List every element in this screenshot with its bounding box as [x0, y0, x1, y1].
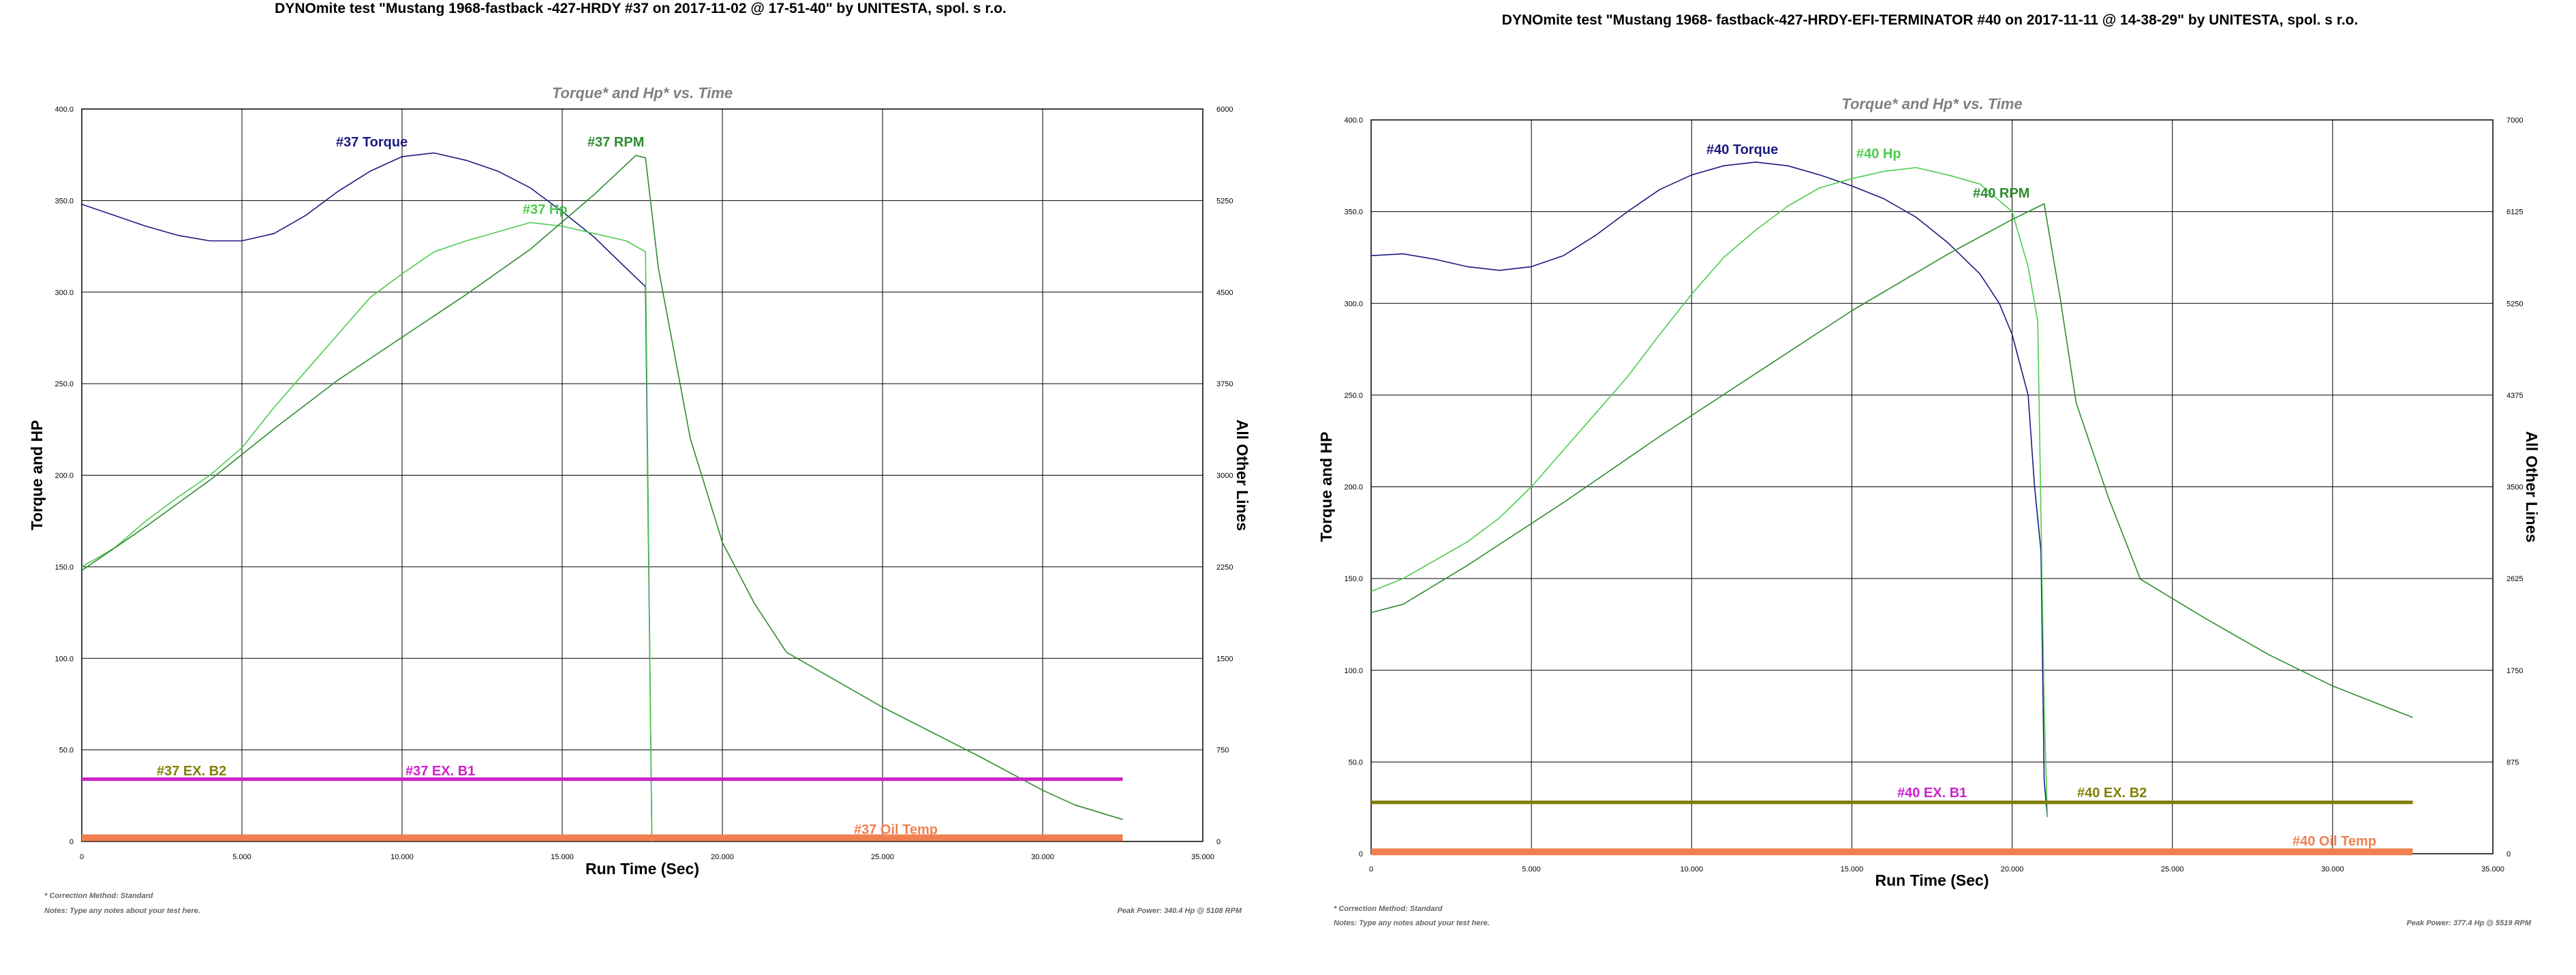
series-line-37-hp [81, 221, 653, 842]
y2-tick-label: 6125 [2506, 208, 2523, 217]
y-tick-label: 200.0 [1344, 484, 1363, 492]
series-label: #37 EX. B1 [405, 764, 475, 779]
series-line-40-torque [1370, 161, 2049, 818]
x-tick-label: 5.000 [1522, 865, 1541, 873]
y-tick-label: 250.0 [1344, 392, 1363, 400]
y-tick-label: 250.0 [55, 380, 74, 388]
y2-tick-label: 0 [1216, 838, 1221, 846]
x-tick-label: 25.000 [2161, 865, 2184, 873]
y-tick-label: 0 [1359, 850, 1363, 858]
series-label: #40 EX. B1 [1897, 786, 1967, 801]
y2-tick-label: 4375 [2506, 392, 2523, 400]
x-tick-label: 30.000 [1031, 853, 1054, 861]
series-line-37-rpm [81, 155, 1123, 820]
y-tick-label: 100.0 [55, 655, 74, 663]
y-axis-label: Torque and HP [1317, 432, 1335, 542]
chart-note: * Correction Method: Standard [44, 892, 153, 900]
series-label: #40 RPM [1973, 186, 2029, 201]
y-tick-label: 50.0 [59, 747, 74, 755]
chart-title: DYNOmite test "Mustang 1968- fastback-42… [1502, 12, 2358, 28]
x-tick-label: 15.000 [1841, 865, 1864, 873]
peak-power-note: Peak Power: 340.4 Hp @ 5108 RPM [1117, 907, 1242, 915]
y-tick-label: 50.0 [1349, 758, 1363, 767]
chart-note: * Correction Method: Standard [1334, 905, 1443, 913]
series-label: #40 EX. B2 [2077, 786, 2147, 801]
series-label: #37 RPM [587, 135, 644, 150]
y2-axis-label: All Other Lines [2523, 431, 2541, 543]
series-line-40-rpm [1370, 203, 2413, 718]
x-tick-label: 0 [1369, 865, 1373, 873]
y2-tick-label: 5250 [2506, 300, 2523, 308]
y-tick-label: 0 [70, 838, 74, 846]
series-label: #40 Hp [1856, 146, 1901, 161]
y2-tick-label: 5250 [1216, 197, 1233, 205]
series-label: #37 Oil Temp [854, 822, 938, 837]
x-tick-label: 20.000 [711, 853, 734, 861]
y-tick-label: 300.0 [55, 289, 74, 297]
x-tick-label: 25.000 [871, 853, 894, 861]
y2-tick-label: 3000 [1216, 472, 1233, 480]
y2-tick-label: 750 [1216, 747, 1229, 755]
chart-subtitle: Torque* and Hp* vs. Time [1841, 95, 2022, 112]
x-tick-label: 10.000 [1680, 865, 1703, 873]
chart-note: Notes: Type any notes about your test he… [44, 907, 200, 915]
series-label: #37 Hp [523, 202, 568, 217]
series-label: #40 Oil Temp [2293, 834, 2376, 849]
y-tick-label: 300.0 [1344, 300, 1363, 308]
peak-power-note: Peak Power: 377.4 Hp @ 5519 RPM [2406, 919, 2531, 927]
y-tick-label: 100.0 [1344, 667, 1363, 675]
y2-tick-label: 0 [2506, 850, 2511, 858]
x-tick-label: 15.000 [551, 853, 574, 861]
y2-axis-label: All Other Lines [1233, 420, 1251, 531]
y-tick-label: 400.0 [1344, 117, 1363, 125]
series-label: #37 EX. B2 [157, 764, 226, 779]
series-lines [1370, 161, 2413, 856]
y2-tick-label: 7000 [2506, 117, 2523, 125]
y-axis-label: Torque and HP [28, 420, 46, 531]
series-line-40-hp [1370, 167, 2049, 818]
y-tick-label: 350.0 [55, 197, 74, 205]
chart-1: DYNOmite test "Mustang 1968-fastback -42… [28, 1, 1251, 915]
x-axis-label: Run Time (Sec) [585, 860, 699, 878]
plot-frame [81, 108, 1203, 842]
chart-subtitle: Torque* and Hp* vs. Time [552, 84, 733, 102]
chart-note: Notes: Type any notes about your test he… [1334, 919, 1490, 927]
y2-tick-label: 4500 [1216, 289, 1233, 297]
y-tick-label: 400.0 [55, 106, 74, 114]
series-label: #37 Torque [336, 135, 408, 150]
y2-tick-label: 3750 [1216, 380, 1233, 388]
y2-tick-label: 2250 [1216, 563, 1233, 572]
y-tick-label: 350.0 [1344, 208, 1363, 217]
x-tick-label: 5.000 [232, 853, 251, 861]
y-tick-label: 200.0 [55, 472, 74, 480]
y-tick-label: 150.0 [55, 563, 74, 572]
y2-tick-label: 6000 [1216, 106, 1233, 114]
y2-tick-label: 2625 [2506, 575, 2523, 583]
y2-tick-label: 3500 [2506, 484, 2523, 492]
x-tick-label: 10.000 [390, 853, 414, 861]
y2-tick-label: 875 [2506, 758, 2519, 767]
x-axis-label: Run Time (Sec) [1875, 871, 1989, 889]
x-tick-label: 30.000 [2321, 865, 2344, 873]
chart-title: DYNOmite test "Mustang 1968-fastback -42… [275, 1, 1007, 16]
plot-grid [81, 108, 1203, 842]
chart-2: DYNOmite test "Mustang 1968- fastback-42… [1317, 12, 2541, 927]
x-tick-label: 35.000 [1191, 853, 1214, 861]
y-tick-label: 150.0 [1344, 575, 1363, 583]
series-lines [81, 152, 1123, 842]
y2-tick-label: 1500 [1216, 655, 1233, 663]
y2-tick-label: 1750 [2506, 667, 2523, 675]
x-tick-label: 35.000 [2481, 865, 2504, 873]
x-tick-label: 20.000 [2001, 865, 2024, 873]
series-line-37-torque [81, 152, 653, 842]
series-label: #40 Torque [1706, 142, 1778, 157]
x-tick-label: 0 [80, 853, 84, 861]
